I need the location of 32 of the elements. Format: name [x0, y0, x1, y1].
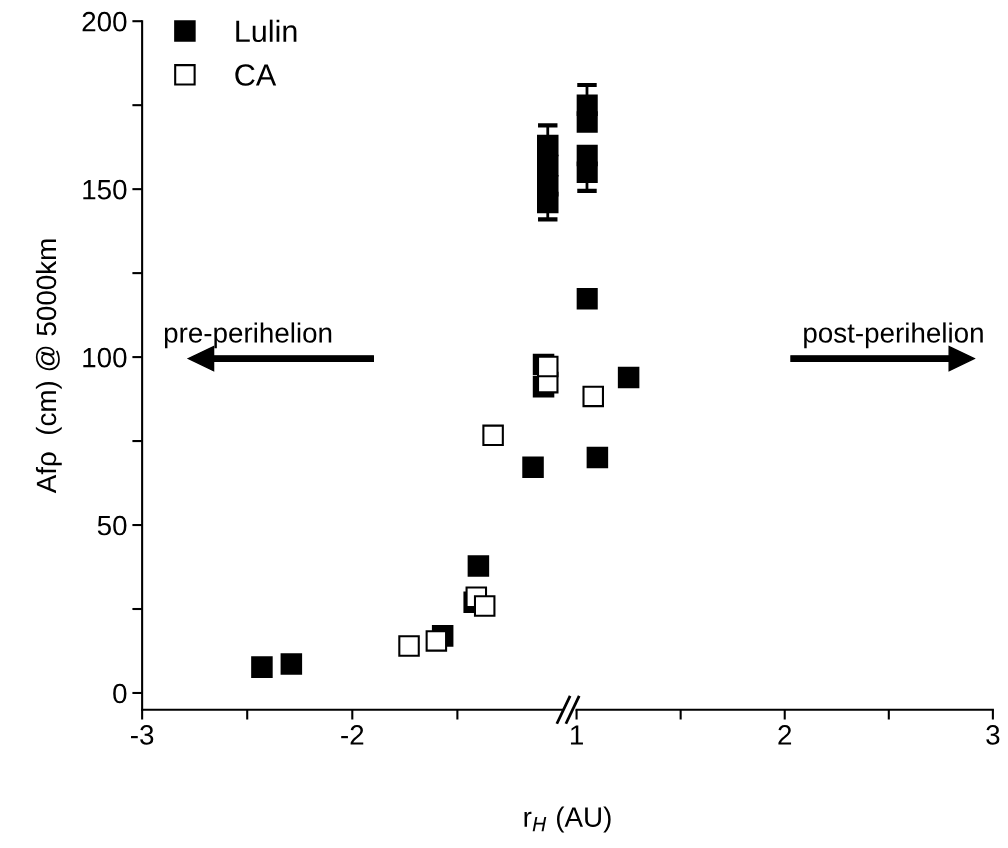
point: [536, 175, 559, 197]
x-tick-label: 3: [986, 725, 1000, 745]
legend-label: Lulin: [236, 19, 297, 43]
point: [582, 385, 604, 408]
legend-label: CA: [235, 64, 277, 86]
x-tick-label: -3: [131, 725, 154, 745]
point: [536, 154, 559, 177]
annotation: pre-perihelion: [164, 322, 332, 349]
point: [398, 635, 420, 657]
point: [576, 144, 598, 167]
y-tick-label: 50: [97, 515, 127, 536]
annotation: post-perihelion: [804, 322, 983, 349]
point: [576, 287, 598, 310]
x-tick-label: 1: [570, 725, 583, 745]
point: [473, 595, 496, 617]
point: [280, 653, 303, 675]
point: [576, 94, 598, 116]
point: [617, 366, 640, 389]
point: [425, 630, 448, 652]
point: [522, 456, 544, 479]
y-axis-title: Afρ (cm) @ 5000km: [35, 239, 62, 494]
y-tick-label: 100: [83, 347, 127, 368]
x-tick-label: -2: [341, 725, 364, 745]
y-tick-label: 150: [83, 179, 127, 200]
x-tick-label: 2: [778, 725, 792, 745]
point: [251, 656, 273, 678]
point: [536, 134, 559, 157]
point: [467, 555, 490, 577]
y-tick-label: 0: [113, 683, 127, 704]
x-axis-title: r$_{H}$ (AU): [524, 806, 611, 833]
point: [586, 446, 609, 469]
y-tick-label: 200: [82, 11, 127, 32]
